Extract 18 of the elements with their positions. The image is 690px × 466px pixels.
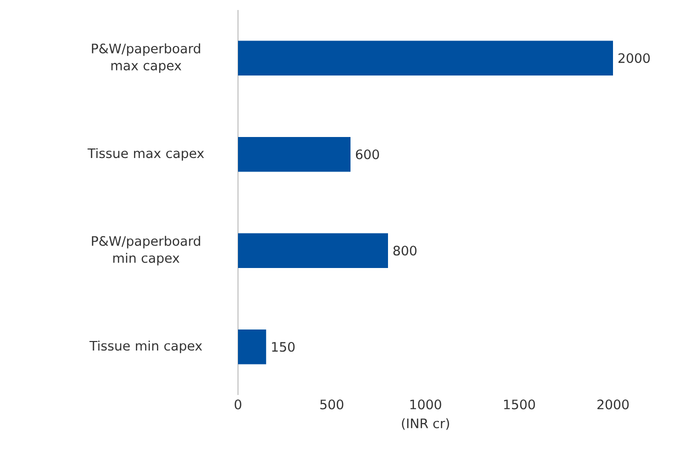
x-tick-label: 2000 [597,400,629,410]
x-tick-label: 1000 [410,400,442,410]
data-label: 150 [272,342,295,352]
y-tick-label: Tissue max capex [88,148,204,161]
x-tick-label: 1500 [504,400,535,410]
x-axis-title: (INR cr) [402,418,450,430]
y-tick-label: P&W/paperboard min capex [92,236,200,266]
y-tick-label: P&W/paperboard max capex [92,43,200,73]
bar [238,233,388,268]
bar [238,137,350,172]
data-label: 2000 [618,53,650,64]
bar [238,40,614,76]
bar [238,330,266,364]
y-tick-label: Tissue min capex [89,340,202,354]
x-tick-label: 0 [234,400,242,410]
data-label: 600 [356,149,379,160]
x-tick-label: 500 [320,400,344,410]
data-label: 800 [393,246,416,256]
